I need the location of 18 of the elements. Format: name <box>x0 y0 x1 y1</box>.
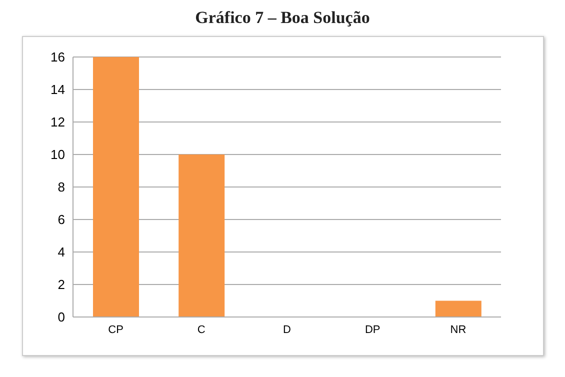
bar <box>93 57 139 317</box>
y-tick-label: 10 <box>50 147 65 162</box>
y-tick-label: 12 <box>50 114 65 130</box>
y-tick-label: 4 <box>58 244 65 260</box>
x-tick-label: NR <box>450 324 466 336</box>
y-tick-label: 0 <box>58 310 65 325</box>
bar <box>435 300 482 317</box>
y-tick-label: 8 <box>58 180 65 195</box>
y-tick-label: 16 <box>50 50 65 65</box>
x-tick-label: CP <box>108 324 124 336</box>
y-tick-label: 2 <box>58 277 65 292</box>
x-tick-label: C <box>197 324 206 336</box>
x-tick-label: DP <box>364 324 380 336</box>
x-tick-label: D <box>283 324 292 336</box>
y-tick-label: 6 <box>58 212 65 228</box>
bar <box>178 154 225 317</box>
chart-title: Gráfico 7 – Boa Solução <box>194 8 371 28</box>
y-tick-label: 14 <box>50 82 65 98</box>
